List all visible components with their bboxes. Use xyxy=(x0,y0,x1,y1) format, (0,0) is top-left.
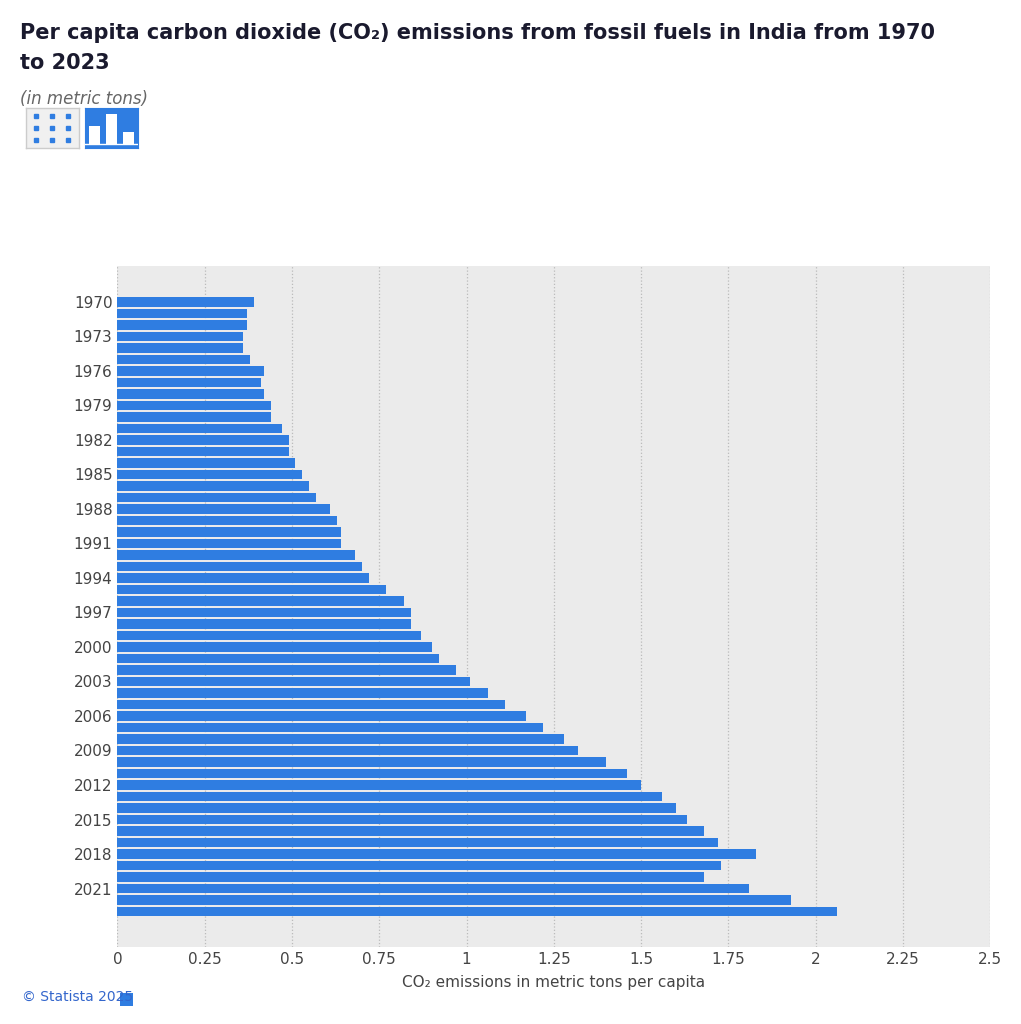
Bar xyxy=(117,608,410,617)
Text: © Statista 2025: © Statista 2025 xyxy=(22,989,134,1004)
Bar xyxy=(117,699,505,710)
Bar xyxy=(117,446,289,456)
Bar xyxy=(117,504,331,514)
Bar xyxy=(117,354,250,365)
Bar xyxy=(117,413,271,422)
Bar xyxy=(117,435,289,444)
Bar xyxy=(117,907,837,916)
Bar xyxy=(117,815,686,824)
Bar xyxy=(117,688,488,697)
Bar xyxy=(117,838,718,847)
Bar xyxy=(117,493,317,502)
Bar xyxy=(117,895,791,905)
Bar xyxy=(117,826,704,836)
Bar xyxy=(117,400,271,411)
Bar xyxy=(117,527,341,537)
Bar xyxy=(117,723,543,732)
Bar xyxy=(117,470,302,479)
Bar xyxy=(89,126,100,144)
Bar xyxy=(117,803,676,813)
Bar xyxy=(117,745,578,756)
Bar xyxy=(117,343,243,352)
Bar xyxy=(117,780,641,790)
Bar xyxy=(117,677,470,686)
Bar xyxy=(117,481,309,490)
Bar xyxy=(117,321,247,330)
Text: to 2023: to 2023 xyxy=(20,53,110,74)
Bar xyxy=(123,132,134,144)
Bar xyxy=(117,758,606,767)
Bar xyxy=(117,573,369,583)
Bar xyxy=(117,792,663,801)
Bar xyxy=(117,769,627,778)
Bar xyxy=(117,712,526,721)
Bar xyxy=(117,620,410,629)
Bar xyxy=(117,308,247,318)
Bar xyxy=(117,872,704,882)
Bar xyxy=(117,666,456,675)
Bar xyxy=(117,884,749,893)
Text: (in metric tons): (in metric tons) xyxy=(20,90,148,109)
Bar xyxy=(117,297,253,306)
Bar xyxy=(117,516,337,525)
Bar xyxy=(117,378,260,387)
Bar xyxy=(117,458,295,468)
Bar xyxy=(117,562,361,571)
Bar xyxy=(117,653,439,664)
Text: Per capita carbon dioxide (CO₂) emissions from fossil fuels in India from 1970: Per capita carbon dioxide (CO₂) emission… xyxy=(20,23,935,43)
Bar xyxy=(117,424,282,433)
Bar xyxy=(117,734,565,743)
Bar xyxy=(117,332,243,341)
Bar xyxy=(106,114,116,144)
Bar xyxy=(117,849,757,859)
Bar xyxy=(117,539,341,548)
X-axis label: CO₂ emissions in metric tons per capita: CO₂ emissions in metric tons per capita xyxy=(402,976,706,990)
Bar xyxy=(117,596,403,605)
Bar xyxy=(117,367,264,376)
Bar xyxy=(117,631,422,640)
Bar xyxy=(117,550,355,560)
Bar xyxy=(117,642,432,651)
Bar xyxy=(117,861,722,870)
Bar xyxy=(117,585,386,594)
Bar xyxy=(117,389,264,398)
